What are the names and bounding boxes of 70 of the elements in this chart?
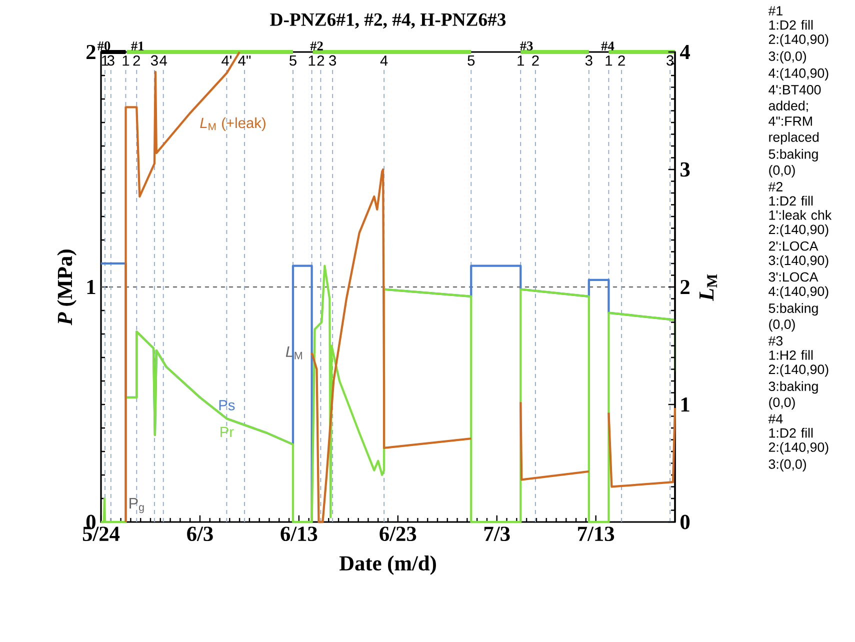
x-tick-label: 6/3 xyxy=(187,526,213,542)
text: #2 xyxy=(768,182,782,192)
text: 1:H2 fill xyxy=(769,350,813,360)
annotation: 5 xyxy=(290,55,296,66)
text: 5:baking (0,0) xyxy=(768,303,818,332)
series-label: Ps xyxy=(219,400,235,410)
annotation: 4 xyxy=(160,56,167,66)
annotation: 3 xyxy=(150,55,158,66)
text: 4:(140,90) xyxy=(768,68,828,80)
annotation: #1 xyxy=(131,42,144,50)
text: 3:(0,0) xyxy=(768,459,806,472)
text: 2:(140,90) xyxy=(768,442,828,455)
text: #1 xyxy=(768,6,782,16)
text: 4':BT400 added; xyxy=(768,85,821,112)
text: 1:D2 fill xyxy=(769,20,813,30)
text: 2:(140,90) xyxy=(768,224,828,237)
series-label: Pr xyxy=(220,426,234,437)
annotation: 4" xyxy=(238,56,251,66)
y-tick-label: 2 xyxy=(86,44,96,60)
y-tick-label: 1 xyxy=(87,280,96,294)
annotation: 2 xyxy=(317,55,324,66)
text: 3:(140,90) xyxy=(768,255,828,268)
y2-tick-label: 0 xyxy=(680,514,690,530)
text: 1':leak chk xyxy=(769,210,832,220)
annotation: 4 xyxy=(380,56,388,66)
annotation: 3 xyxy=(666,55,674,66)
text: 4":FRM replaced xyxy=(768,116,819,145)
annotation: 1 xyxy=(308,56,316,66)
series-label: L$_{M}$ (+leak) xyxy=(200,117,266,132)
x-tick-label: 6/13 xyxy=(280,526,318,542)
text: #4 xyxy=(768,414,783,424)
annotation: #3 xyxy=(520,41,533,50)
y-axis-title: P (MPa) xyxy=(57,250,76,326)
text: 2':LOCA xyxy=(768,241,818,251)
y2-tick-label: 4 xyxy=(680,44,690,60)
text: 1:D2 fill xyxy=(769,428,813,438)
text: 3:(0,0) xyxy=(768,51,806,64)
annotation: 4' xyxy=(222,56,232,66)
x-tick-label: 7/13 xyxy=(578,526,614,542)
annotation: #4 xyxy=(601,42,614,50)
annotation: 2 xyxy=(532,55,539,66)
chart-title: D-PNZ6#1, #2, #4, H-PNZ6#3 xyxy=(270,13,506,29)
annotation: 2 xyxy=(133,55,140,66)
y2-axis-title: L$_{M}$ xyxy=(700,274,717,302)
annotation: 3 xyxy=(585,55,592,66)
text: 5:baking (0,0) xyxy=(768,149,818,178)
text: 4:(140,90) xyxy=(768,286,828,299)
annotation: 3 xyxy=(107,55,114,66)
x-axis-title: Date (m/d) xyxy=(340,556,436,575)
text: 2:(140,90) xyxy=(768,34,828,47)
y2-tick-label: 2 xyxy=(680,280,690,294)
text: 2:(140,90) xyxy=(768,364,828,377)
x-tick-label: 7/3 xyxy=(484,526,510,542)
annotation: #0 xyxy=(97,41,110,50)
annotation: #2 xyxy=(310,42,323,50)
annotation: 5 xyxy=(468,55,475,66)
text: 3:baking (0,0) xyxy=(768,381,818,410)
text: 1:D2 fill xyxy=(769,196,813,206)
annotation: P$_{g}$ xyxy=(130,498,144,514)
annotation: 1 xyxy=(606,56,612,66)
text: 3':LOCA xyxy=(768,272,818,282)
annotation: 1 xyxy=(102,56,108,66)
annotation: 1 xyxy=(122,56,130,66)
annotation: 3 xyxy=(329,55,336,66)
text: #3 xyxy=(768,336,783,346)
annotation: 1 xyxy=(518,56,524,66)
x-tick-label: 6/23 xyxy=(380,526,416,542)
y2-tick-label: 3 xyxy=(680,162,690,177)
annotation: 2 xyxy=(618,55,625,66)
y2-tick-label: 1 xyxy=(681,397,690,412)
